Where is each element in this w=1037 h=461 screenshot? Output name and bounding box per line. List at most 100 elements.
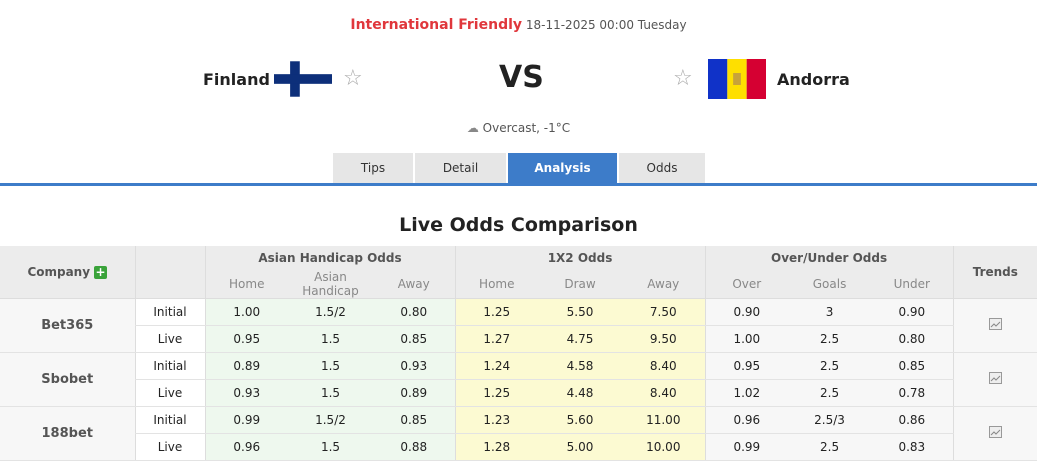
x12-odds-cell: 8.40 — [622, 379, 706, 407]
vs-label: VS — [499, 60, 544, 95]
trend-chart-icon[interactable] — [988, 426, 1002, 438]
x12-odds-cell: 4.75 — [538, 325, 623, 353]
ou-odds-cell: 0.83 — [871, 433, 954, 461]
ah-odds-cell: 1.5/2 — [288, 298, 373, 326]
ou-odds-cell: 0.99 — [704, 433, 789, 461]
ah-odds-cell: 1.5 — [288, 433, 373, 461]
x12-odds-cell: 7.50 — [622, 298, 706, 326]
ou-odds-cell: 0.78 — [871, 379, 954, 407]
ah-odds-cell: 0.96 — [204, 433, 288, 461]
trends-header: Trends — [952, 246, 1037, 299]
ou-odds-cell: 0.86 — [871, 406, 954, 434]
x12-odds-cell: 1.25 — [454, 379, 539, 407]
table-row: 188bet Initial 0.99 1.5/2 0.85 1.23 5.60 11.00 0… — [0, 406, 1037, 461]
odds-type: Live — [134, 433, 205, 461]
league-name[interactable]: International Friendly — [350, 17, 523, 33]
trends-cell — [952, 298, 1037, 353]
andorra-flag-icon — [708, 59, 766, 99]
company-name[interactable]: 188bet — [0, 406, 135, 461]
ou-odds-cell: 2.5 — [788, 325, 872, 353]
trends-cell — [952, 406, 1037, 461]
x12-odds-cell: 5.60 — [538, 406, 623, 434]
odds-type: Live — [134, 325, 205, 353]
table-row: Sbobet Initial 0.89 1.5 0.93 1.24 4.58 8.40 0.95… — [0, 352, 1037, 407]
tab-odds[interactable]: Odds — [619, 153, 705, 183]
section-title: Live Odds Comparison — [399, 214, 638, 236]
odds-type: Live — [134, 379, 205, 407]
add-company-icon[interactable]: + — [94, 265, 108, 279]
match-datetime: 18-11-2025 00:00 Tuesday — [525, 18, 687, 32]
ah-odds-cell: 0.85 — [373, 325, 456, 353]
ah-odds-cell: 1.5 — [288, 379, 373, 407]
x12-odds-cell: 1.28 — [454, 433, 539, 461]
odds-table: Company + Asian Handicap Odds 1X2 Odds Ov… — [0, 246, 1037, 461]
company-name[interactable]: Sbobet — [0, 352, 135, 407]
x12-odds-cell: 1.25 — [454, 298, 539, 326]
ah-odds-cell: 0.89 — [204, 352, 288, 380]
x12-odds-cell: 1.23 — [454, 406, 539, 434]
x12-odds-cell: 8.40 — [622, 352, 706, 380]
ou-odds-cell: 1.02 — [704, 379, 789, 407]
ou-odds-cell: 2.5 — [788, 352, 872, 380]
ah-odds-cell: 0.93 — [204, 379, 288, 407]
ah-odds-cell: 0.88 — [373, 433, 456, 461]
ah-odds-cell: 1.5 — [288, 325, 373, 353]
x12-odds-cell: 5.00 — [538, 433, 623, 461]
trend-chart-icon[interactable] — [988, 372, 1002, 384]
company-name[interactable]: Bet365 — [0, 298, 135, 353]
ou-odds-cell: 0.90 — [871, 298, 954, 326]
ou-odds-cell: 0.96 — [704, 406, 789, 434]
ah-header: Asian Handicap Odds — [204, 246, 456, 270]
x12-odds-cell: 9.50 — [622, 325, 706, 353]
x12-odds-cell: 10.00 — [622, 433, 706, 461]
ou-header: Over/Under Odds — [704, 246, 954, 270]
company-header: Company + — [0, 246, 135, 299]
ah-odds-cell: 1.5 — [288, 352, 373, 380]
ou-odds-cell: 2.5 — [788, 379, 872, 407]
table-row: Live 0.93 1.5 0.89 1.25 4.48 8.40 1.02 2.5 0.78 — [0, 379, 1037, 407]
weather-text: Overcast, -1°C — [482, 121, 571, 135]
finland-flag-icon — [274, 61, 332, 97]
x12-odds-cell: 4.48 — [538, 379, 623, 407]
sub-header: Over — [704, 270, 789, 299]
x12-odds-cell: 1.24 — [454, 352, 539, 380]
ah-odds-cell: 0.85 — [373, 406, 456, 434]
table-row: Live 0.95 1.5 0.85 1.27 4.75 9.50 1.00 2.5 0.80 — [0, 325, 1037, 353]
ou-odds-cell: 0.80 — [871, 325, 954, 353]
ou-odds-cell: 0.85 — [871, 352, 954, 380]
odds-type: Initial — [134, 298, 205, 326]
cloud-sun-icon: ☁ — [466, 121, 479, 135]
x12-odds-cell: 4.58 — [538, 352, 623, 380]
x12-header: 1X2 Odds — [454, 246, 706, 270]
weather: ☁ Overcast, -1°C — [0, 121, 1037, 135]
ah-odds-cell: 0.95 — [204, 325, 288, 353]
trend-chart-icon[interactable] — [988, 318, 1002, 330]
sub-header: Away — [622, 270, 706, 299]
sub-header: Asian Handicap — [288, 270, 373, 299]
favorite-away-star-icon[interactable]: ☆ — [673, 66, 693, 91]
home-team-name[interactable]: Finland — [203, 70, 270, 89]
ah-odds-cell: 0.80 — [373, 298, 456, 326]
table-row: Bet365 Initial 1.00 1.5/2 0.80 1.25 5.50 7.50 0.… — [0, 298, 1037, 353]
tab-detail[interactable]: Detail — [415, 153, 506, 183]
away-team-name[interactable]: Andorra — [777, 70, 850, 89]
sub-header: Goals — [788, 270, 872, 299]
ou-odds-cell: 0.90 — [704, 298, 789, 326]
ah-odds-cell: 1.00 — [204, 298, 288, 326]
tab-bar: Tips Detail Analysis Odds — [333, 153, 705, 183]
tab-tips[interactable]: Tips — [333, 153, 413, 183]
x12-odds-cell: 1.27 — [454, 325, 539, 353]
ou-odds-cell: 3 — [788, 298, 872, 326]
tab-divider — [0, 183, 1037, 186]
tab-analysis[interactable]: Analysis — [508, 153, 617, 183]
sub-header: Draw — [538, 270, 623, 299]
favorite-home-star-icon[interactable]: ☆ — [343, 66, 363, 91]
sub-header: Under — [871, 270, 954, 299]
table-row: Live 0.96 1.5 0.88 1.28 5.00 10.00 0.99 2.5 0.83 — [0, 433, 1037, 461]
ah-odds-cell: 0.99 — [204, 406, 288, 434]
sub-header: Away — [373, 270, 456, 299]
ou-odds-cell: 0.95 — [704, 352, 789, 380]
odds-type: Initial — [134, 406, 205, 434]
ah-odds-cell: 0.89 — [373, 379, 456, 407]
ou-odds-cell: 2.5/3 — [788, 406, 872, 434]
